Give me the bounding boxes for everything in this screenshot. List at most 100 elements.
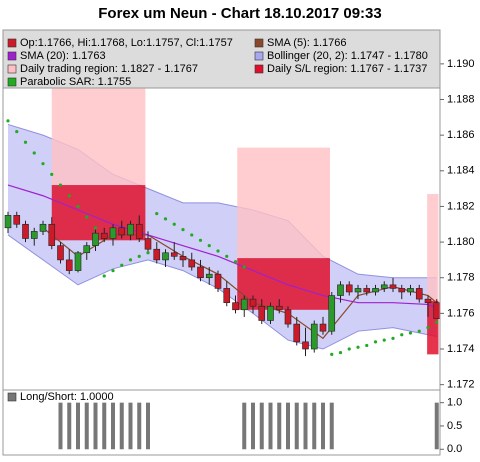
panel-title: Long/Short: 1.0000 xyxy=(20,391,114,403)
legend-swatch xyxy=(7,38,17,48)
candle-body xyxy=(337,284,344,296)
region xyxy=(427,193,439,301)
candle-body xyxy=(30,231,38,239)
region xyxy=(237,147,330,259)
candle-body xyxy=(57,245,64,261)
candle-body xyxy=(144,238,152,250)
sar-point xyxy=(85,215,89,219)
bar xyxy=(119,402,124,450)
candle-body xyxy=(205,273,213,279)
bar xyxy=(434,402,439,450)
candle-body xyxy=(197,266,204,279)
candle-body xyxy=(179,256,187,261)
candle-body xyxy=(310,323,318,350)
candle-body xyxy=(249,298,257,307)
bar xyxy=(277,402,282,450)
y-tick-label: 0.0 xyxy=(447,443,462,455)
candle-body xyxy=(415,288,423,300)
bar xyxy=(268,402,273,450)
sar-point xyxy=(225,254,229,258)
candle-body xyxy=(293,323,301,343)
legend-label: Daily S/L region: 1.1767 - 1.1737 xyxy=(267,63,427,75)
y-tick-label: 1.176 xyxy=(447,307,475,319)
sar-point xyxy=(41,162,45,166)
sar-point xyxy=(400,333,404,337)
sar-point xyxy=(330,352,334,356)
bar xyxy=(259,402,264,450)
candle-body xyxy=(135,223,143,239)
legend-swatch xyxy=(7,392,17,402)
candle-body xyxy=(214,273,222,289)
indicator-line xyxy=(7,184,437,309)
bar xyxy=(303,402,308,450)
y-tick-label: 1.182 xyxy=(447,200,475,212)
candle-body xyxy=(170,252,178,257)
candle-body xyxy=(284,309,292,325)
bar xyxy=(137,402,142,450)
candle-body xyxy=(389,284,397,289)
legend-swatch xyxy=(254,38,264,48)
y-tick-label: 1.178 xyxy=(447,272,475,284)
price-plot xyxy=(4,78,440,357)
bar xyxy=(242,402,247,450)
bar xyxy=(102,402,107,450)
sar-point xyxy=(102,274,106,278)
y-tick-label: 0.5 xyxy=(447,420,462,432)
sar-point xyxy=(32,151,36,155)
legend-swatch xyxy=(7,77,17,87)
bar xyxy=(329,402,334,450)
legend-label: Bollinger (20, 2): 1.1747 - 1.1780 xyxy=(267,50,428,62)
legend-label: Op:1.1766, Hi:1.1768, Lo:1.1757, Cl:1.17… xyxy=(20,37,233,49)
sar-point xyxy=(408,331,413,335)
sar-point xyxy=(426,326,430,330)
candle-body xyxy=(240,298,248,311)
legend-swatch xyxy=(254,64,264,74)
legend-swatch xyxy=(7,51,17,61)
sar-point xyxy=(58,183,63,187)
sar-point xyxy=(155,211,159,216)
candle-body xyxy=(328,295,336,332)
bar xyxy=(93,402,98,450)
legend: Op:1.1766, Hi:1.1768, Lo:1.1757, Cl:1.17… xyxy=(2,29,441,89)
candle-body xyxy=(302,341,309,350)
y-tick-label: 1.174 xyxy=(447,343,475,355)
candle-body xyxy=(407,288,414,293)
panel-frame xyxy=(2,389,441,456)
sar-point xyxy=(111,268,115,273)
sar-point xyxy=(15,129,19,134)
candle-body xyxy=(48,223,56,246)
candle-body xyxy=(363,288,371,293)
candle-body xyxy=(74,252,82,271)
legend-label: Daily trading region: 1.1827 - 1.1767 xyxy=(20,63,198,75)
candle-body xyxy=(13,215,21,225)
legend-swatch xyxy=(7,64,17,74)
legend-label: Parabolic SAR: 1.1755 xyxy=(20,76,131,88)
sar-point xyxy=(347,347,351,351)
y-tick-label: 1.190 xyxy=(447,58,475,70)
candle-body xyxy=(22,223,29,239)
bar xyxy=(286,402,290,450)
bar xyxy=(251,402,255,450)
sar-point xyxy=(435,320,439,324)
sar-point xyxy=(23,140,28,144)
bar xyxy=(294,402,299,450)
bar xyxy=(312,402,317,450)
sar-point xyxy=(373,340,378,344)
sar-point xyxy=(417,329,421,333)
candle-body xyxy=(39,223,47,232)
y-tick-label: 1.0 xyxy=(447,397,462,409)
sar-point xyxy=(382,338,386,342)
sar-point xyxy=(146,251,150,255)
candle-body xyxy=(433,302,440,320)
candle-body xyxy=(118,227,126,236)
candle-body xyxy=(127,223,134,236)
candle-body xyxy=(223,288,231,303)
bar xyxy=(76,402,80,450)
candle-body xyxy=(188,259,196,268)
candle-body xyxy=(232,302,239,311)
bar xyxy=(84,402,89,450)
candle-body xyxy=(100,232,108,239)
candle-body xyxy=(65,259,73,271)
candle-body xyxy=(275,305,283,311)
